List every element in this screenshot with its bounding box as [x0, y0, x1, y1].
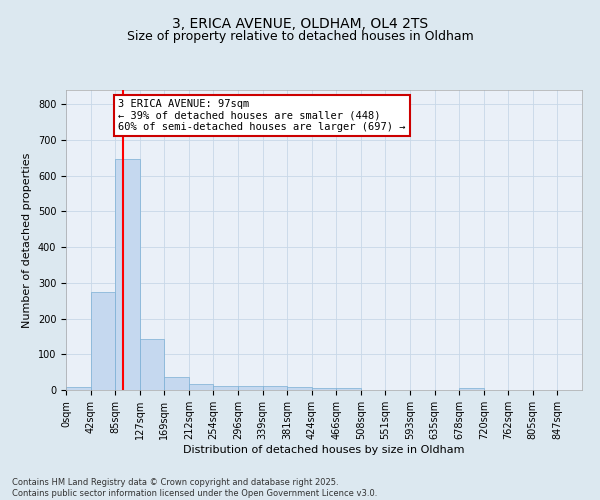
- Bar: [91, 292, 115, 390]
- X-axis label: Distribution of detached houses by size in Oldham: Distribution of detached houses by size …: [183, 444, 465, 454]
- Text: 3 ERICA AVENUE: 97sqm
← 39% of detached houses are smaller (448)
60% of semi-det: 3 ERICA AVENUE: 97sqm ← 39% of detached …: [118, 99, 406, 132]
- Bar: [66, 387, 91, 390]
- Bar: [263, 386, 287, 390]
- Bar: [164, 377, 189, 390]
- Bar: [238, 386, 263, 390]
- Y-axis label: Number of detached properties: Number of detached properties: [22, 152, 32, 328]
- Text: 3, ERICA AVENUE, OLDHAM, OL4 2TS: 3, ERICA AVENUE, OLDHAM, OL4 2TS: [172, 18, 428, 32]
- Text: Size of property relative to detached houses in Oldham: Size of property relative to detached ho…: [127, 30, 473, 43]
- Bar: [459, 388, 484, 390]
- Bar: [287, 387, 312, 390]
- Bar: [336, 388, 361, 390]
- Bar: [214, 386, 238, 390]
- Bar: [115, 158, 140, 390]
- Bar: [312, 388, 336, 390]
- Bar: [189, 384, 214, 390]
- Text: Contains HM Land Registry data © Crown copyright and database right 2025.
Contai: Contains HM Land Registry data © Crown c…: [12, 478, 377, 498]
- Bar: [140, 340, 164, 390]
